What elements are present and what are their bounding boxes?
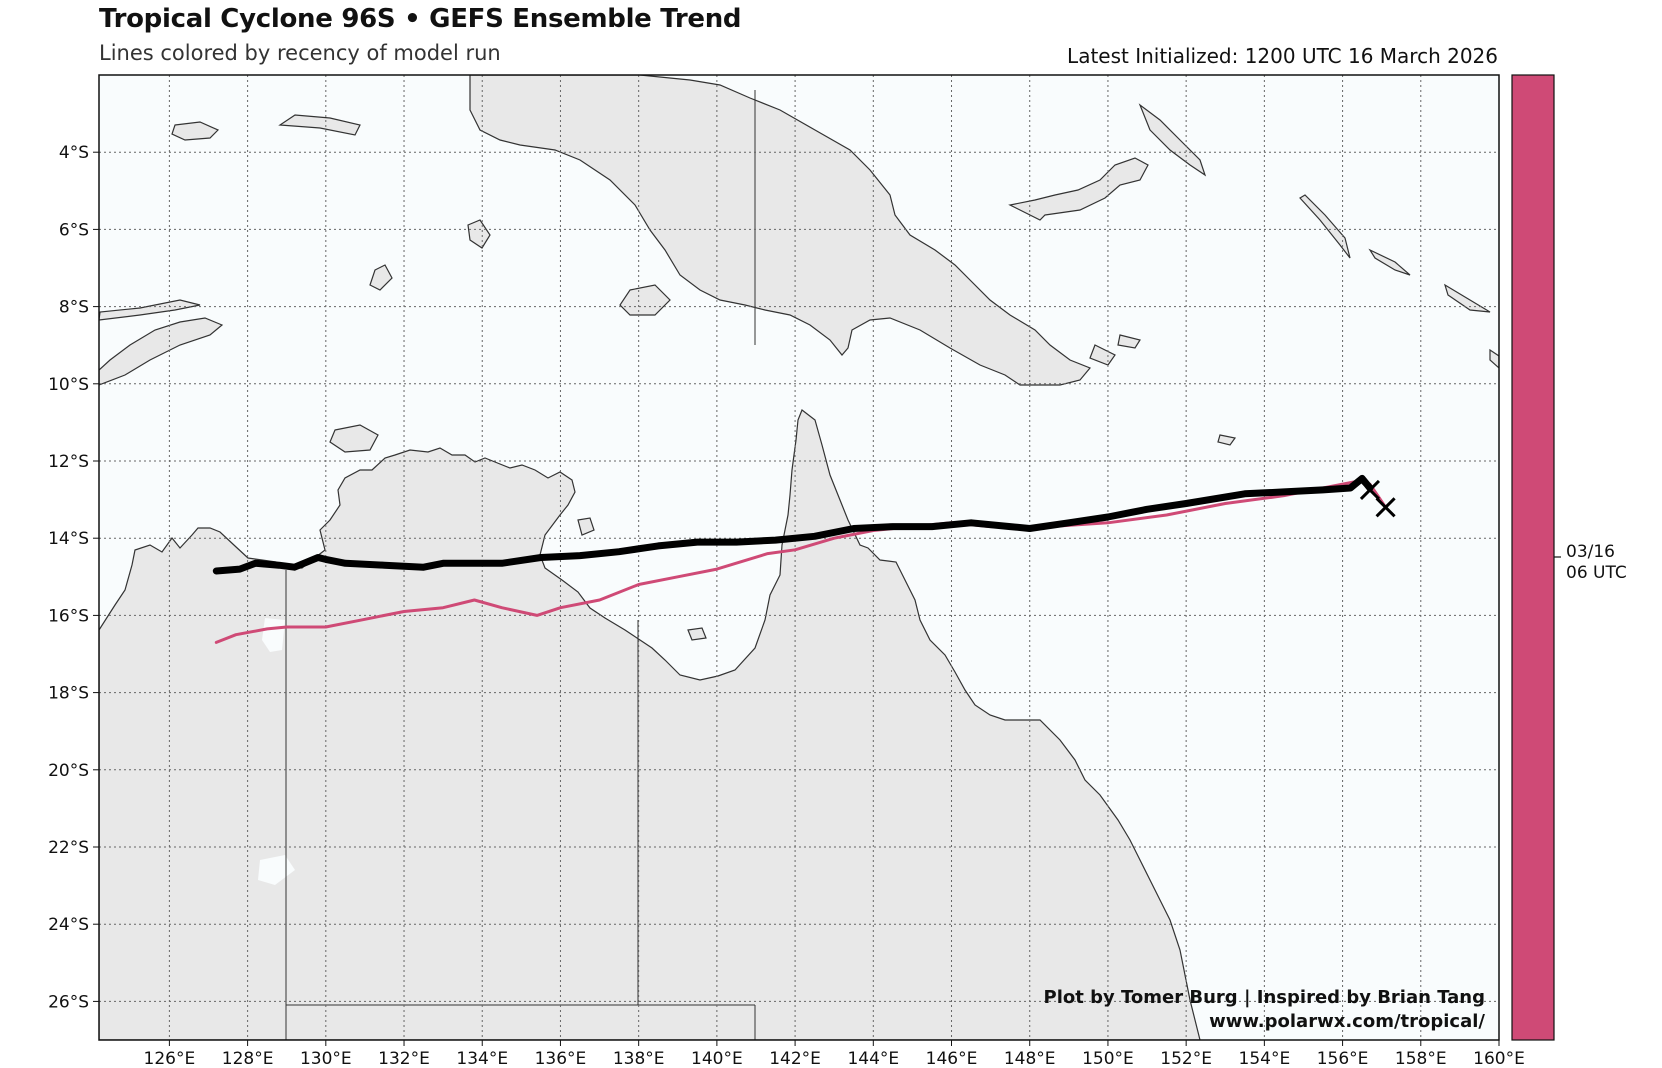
track-line-1: [212, 474, 1374, 575]
lon-tick-label: 138°E: [613, 1049, 665, 1068]
lon-tick-label: 154°E: [1239, 1049, 1291, 1068]
lat-tick-label: 24°S: [48, 915, 89, 935]
lon-tick-label: 134°E: [456, 1049, 508, 1068]
lon-tick-label: 140°E: [691, 1049, 743, 1068]
credit-line-1: Plot by Tomer Burg | Inspired by Brian T…: [1044, 987, 1485, 1008]
groote-eylandt: [577, 517, 595, 536]
tanimbar-island: [369, 264, 393, 291]
lon-tick-label: 126°E: [144, 1049, 196, 1068]
lat-tick-label: 18°S: [48, 684, 89, 704]
lon-tick-label: 148°E: [1004, 1049, 1056, 1068]
new-ireland-island: [1138, 103, 1207, 177]
lon-tick-label: 128°E: [222, 1049, 274, 1068]
lon-tick-label: 146°E: [926, 1049, 978, 1068]
louisiade-island: [1117, 334, 1141, 349]
mornington-island: [687, 627, 707, 641]
solomon-island-1: [1368, 248, 1411, 276]
lat-tick-label: 4°S: [59, 143, 89, 163]
lon-tick-label: 130°E: [300, 1049, 352, 1068]
gridlines: [99, 75, 1499, 1040]
latest-init-label: Latest Initialized: 1200 UTC 16 March 20…: [1067, 44, 1498, 68]
marker-layer: [1359, 479, 1396, 518]
colorbar: [1511, 74, 1555, 1041]
map-frame: [98, 74, 1500, 1041]
melville-island: [329, 424, 379, 453]
borders: [285, 90, 756, 1040]
woodlark-island: [1217, 434, 1237, 446]
solomon-island-2: [1443, 283, 1491, 313]
credit-line-2: www.polarwx.com/tropical/: [1209, 1011, 1485, 1032]
chart-title: Tropical Cyclone 96S • GEFS Ensemble Tre…: [99, 4, 742, 34]
colorbar-label-date: 03/16: [1566, 542, 1615, 562]
lon-tick-label: 142°E: [769, 1049, 821, 1068]
x-marker-icon: [1359, 479, 1381, 501]
lat-tick-label: 26°S: [48, 992, 89, 1012]
lon-tick-label: 158°E: [1395, 1049, 1447, 1068]
lon-tick-label: 136°E: [535, 1049, 587, 1068]
lat-tick-label: 6°S: [59, 220, 89, 240]
colorbar-label-time: 06 UTC: [1566, 563, 1627, 583]
track-line-0: [214, 478, 1388, 644]
yapen-island: [467, 219, 491, 249]
lon-tick-labels: 126°E 128°E 130°E 132°E 134°E 136°E 138°E 140°E…: [144, 1040, 1525, 1068]
lon-tick-label: 152°E: [1160, 1049, 1212, 1068]
solomon-island-3: [1489, 348, 1499, 369]
new-britain-island: [1008, 157, 1149, 221]
lat-tick-label: 8°S: [59, 298, 89, 318]
lon-tick-label: 156°E: [1317, 1049, 1369, 1068]
lat-tick-label: 10°S: [48, 375, 89, 395]
lon-tick-label: 144°E: [847, 1049, 899, 1068]
lat-tick-label: 20°S: [48, 761, 89, 781]
track-layer: [212, 474, 1388, 644]
bougainville-island: [1299, 194, 1351, 259]
lon-tick-label: 132°E: [378, 1049, 430, 1068]
lat-tick-label: 12°S: [48, 452, 89, 472]
flores-island: [99, 299, 201, 321]
chart-subtitle: Lines colored by recency of model run: [99, 41, 501, 65]
lat-tick-label: 22°S: [48, 838, 89, 858]
timor-island: [99, 317, 224, 386]
lat-tick-labels: 4°S 6°S 8°S 10°S 12°S 14°S 16°S 18°S 20°S 22°S 24°…: [48, 143, 99, 1012]
lon-tick-label: 160°E: [1473, 1049, 1525, 1068]
lat-tick-label: 16°S: [48, 606, 89, 626]
seram-island: [278, 114, 361, 136]
lat-tick-label: 14°S: [48, 529, 89, 549]
frederik-hendrik-island: [619, 284, 671, 316]
x-marker-icon: [1375, 497, 1396, 518]
buru-island: [171, 121, 220, 141]
lon-tick-label: 150°E: [1082, 1049, 1134, 1068]
